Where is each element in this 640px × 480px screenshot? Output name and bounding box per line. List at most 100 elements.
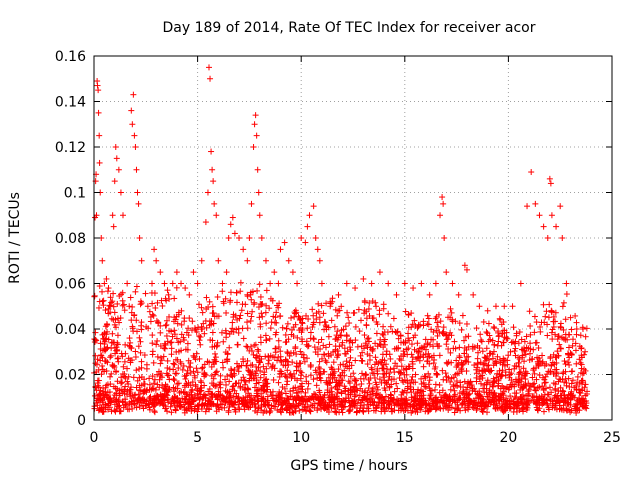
data-point xyxy=(381,341,388,348)
data-point xyxy=(352,391,359,398)
data-point xyxy=(408,409,415,416)
data-point xyxy=(135,343,142,350)
data-point xyxy=(462,357,469,364)
data-point xyxy=(162,295,169,302)
data-point xyxy=(136,235,143,241)
data-point xyxy=(339,342,346,349)
data-point xyxy=(161,344,168,351)
data-point xyxy=(516,329,523,336)
data-point xyxy=(171,295,178,302)
data-point xyxy=(407,403,414,410)
data-point xyxy=(557,398,564,405)
data-point xyxy=(447,349,454,356)
data-point xyxy=(262,257,269,264)
data-point xyxy=(469,385,476,392)
data-point xyxy=(563,280,570,287)
data-point xyxy=(395,407,402,414)
data-point xyxy=(418,387,425,394)
data-point xyxy=(342,385,349,392)
data-point xyxy=(573,409,580,416)
data-point xyxy=(96,159,103,166)
data-point xyxy=(111,364,118,371)
data-point xyxy=(572,340,579,347)
data-point xyxy=(276,300,283,307)
data-point xyxy=(150,359,157,366)
data-point xyxy=(221,404,228,411)
data-point xyxy=(407,383,414,390)
data-point xyxy=(213,368,220,375)
data-point xyxy=(317,346,324,353)
data-point xyxy=(356,328,363,335)
data-point xyxy=(208,390,215,397)
data-point xyxy=(140,390,147,397)
data-point xyxy=(554,348,561,355)
data-point xyxy=(418,375,425,382)
data-point xyxy=(125,380,132,387)
data-point xyxy=(298,369,305,376)
data-point xyxy=(135,200,142,207)
data-point xyxy=(132,348,139,355)
data-point xyxy=(235,329,242,336)
data-point xyxy=(361,401,368,408)
data-point xyxy=(475,349,482,356)
data-point xyxy=(189,318,196,325)
data-point xyxy=(347,406,354,413)
data-point xyxy=(501,303,508,310)
data-point xyxy=(457,384,464,391)
data-point xyxy=(325,380,332,387)
data-point xyxy=(292,345,299,352)
data-point xyxy=(314,246,321,253)
data-point xyxy=(408,351,415,358)
data-point xyxy=(153,341,160,348)
data-point xyxy=(227,371,234,378)
data-point xyxy=(95,366,102,373)
data-point xyxy=(490,383,497,390)
data-point xyxy=(561,395,568,402)
data-point xyxy=(358,380,365,387)
data-point xyxy=(476,303,483,310)
data-point xyxy=(257,339,264,346)
data-point xyxy=(520,365,527,372)
data-point xyxy=(511,348,518,355)
data-point xyxy=(198,323,205,330)
data-point xyxy=(508,370,515,377)
data-point xyxy=(387,355,394,362)
data-point xyxy=(484,307,491,314)
data-point xyxy=(564,336,571,343)
data-point xyxy=(440,405,447,412)
data-point xyxy=(318,336,325,343)
data-point xyxy=(233,299,240,306)
data-point xyxy=(366,380,373,387)
data-point xyxy=(376,311,383,318)
data-point xyxy=(345,408,352,415)
data-point xyxy=(560,299,567,306)
data-point xyxy=(523,333,530,340)
data-point xyxy=(293,351,300,358)
data-point xyxy=(165,291,172,298)
data-point xyxy=(101,330,108,337)
data-point xyxy=(443,341,450,348)
data-point xyxy=(260,363,267,370)
data-point xyxy=(157,269,164,276)
data-point xyxy=(416,389,423,396)
y-tick-label: 0.02 xyxy=(55,368,86,384)
data-point xyxy=(329,295,336,302)
data-point xyxy=(209,329,216,336)
data-point xyxy=(183,391,190,398)
data-point xyxy=(401,280,408,287)
data-point xyxy=(347,373,354,380)
data-point xyxy=(349,403,356,410)
data-point xyxy=(203,305,210,312)
data-point xyxy=(151,393,158,400)
data-point xyxy=(314,407,321,414)
data-point xyxy=(273,329,280,336)
data-point xyxy=(369,385,376,392)
data-point xyxy=(582,402,589,409)
data-point xyxy=(492,303,499,310)
data-point xyxy=(153,257,160,264)
data-point xyxy=(552,385,559,392)
data-point xyxy=(304,343,311,350)
data-point xyxy=(193,350,200,357)
data-point xyxy=(138,319,145,326)
data-point xyxy=(380,374,387,381)
